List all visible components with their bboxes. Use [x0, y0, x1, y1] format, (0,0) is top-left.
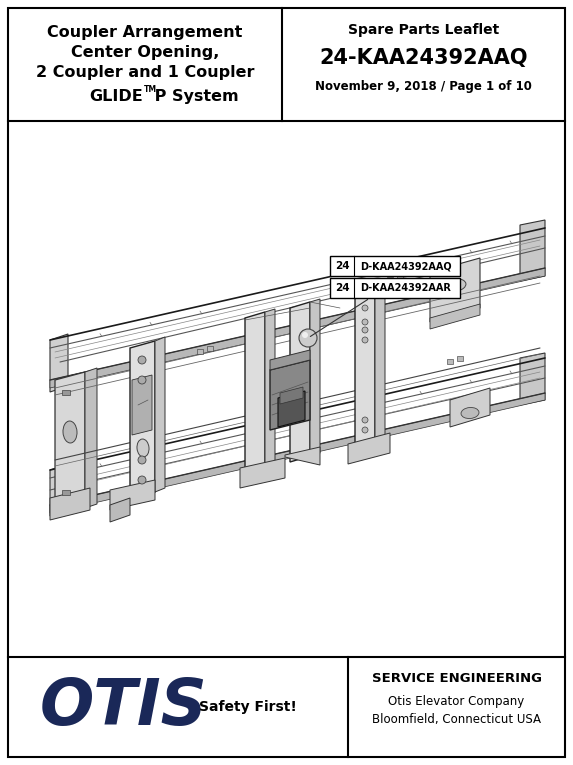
Polygon shape — [50, 488, 90, 520]
Text: Bloomfield, Connecticut USA: Bloomfield, Connecticut USA — [372, 712, 541, 725]
Circle shape — [362, 327, 368, 333]
Polygon shape — [50, 334, 68, 392]
Circle shape — [362, 417, 368, 423]
Bar — [330, 256, 460, 276]
Ellipse shape — [137, 439, 149, 457]
Bar — [197, 349, 203, 354]
Bar — [62, 490, 70, 495]
Polygon shape — [430, 304, 480, 329]
Polygon shape — [520, 353, 545, 405]
Circle shape — [138, 356, 146, 364]
Text: November 9, 2018 / Page 1 of 10: November 9, 2018 / Page 1 of 10 — [315, 80, 532, 93]
Circle shape — [138, 456, 146, 464]
Bar — [457, 356, 463, 361]
Polygon shape — [265, 309, 275, 468]
Bar — [387, 277, 393, 282]
Bar — [397, 274, 403, 279]
Bar — [330, 278, 460, 298]
Circle shape — [362, 427, 368, 433]
Polygon shape — [55, 372, 85, 516]
Circle shape — [302, 332, 308, 338]
Polygon shape — [278, 391, 305, 427]
Ellipse shape — [63, 421, 77, 443]
Circle shape — [362, 319, 368, 325]
Polygon shape — [430, 258, 480, 322]
Ellipse shape — [461, 408, 479, 418]
Polygon shape — [280, 387, 303, 404]
Text: Otis Elevator Company: Otis Elevator Company — [388, 695, 525, 708]
Polygon shape — [240, 458, 285, 488]
Circle shape — [138, 476, 146, 484]
Bar — [447, 359, 453, 364]
Text: 24-KAA24392AAQ: 24-KAA24392AAQ — [319, 48, 528, 68]
Text: Coupler Arrangement: Coupler Arrangement — [48, 24, 243, 40]
Polygon shape — [132, 375, 152, 435]
Text: Safety First!: Safety First! — [199, 700, 297, 714]
Text: TM: TM — [144, 84, 157, 93]
Polygon shape — [245, 312, 265, 474]
Polygon shape — [520, 220, 545, 281]
Polygon shape — [130, 341, 155, 499]
Text: 24: 24 — [335, 283, 350, 293]
Text: Center Opening,: Center Opening, — [71, 44, 219, 60]
Circle shape — [299, 329, 317, 347]
Text: D-KAA24392AAR: D-KAA24392AAR — [360, 283, 452, 293]
Polygon shape — [50, 464, 68, 516]
Text: 24: 24 — [335, 261, 350, 271]
Text: 2 Coupler and 1 Coupler: 2 Coupler and 1 Coupler — [36, 64, 254, 80]
Bar — [62, 390, 70, 395]
Polygon shape — [85, 368, 97, 508]
Text: D-KAA24392AAQ: D-KAA24392AAQ — [360, 261, 452, 271]
Polygon shape — [348, 433, 390, 464]
Polygon shape — [110, 498, 130, 522]
Ellipse shape — [446, 279, 466, 291]
Polygon shape — [450, 388, 490, 427]
Polygon shape — [355, 290, 375, 450]
Polygon shape — [375, 287, 385, 444]
Polygon shape — [110, 480, 155, 510]
Polygon shape — [50, 393, 545, 513]
Polygon shape — [155, 337, 165, 492]
Text: P System: P System — [149, 89, 238, 103]
Polygon shape — [270, 350, 310, 370]
Bar — [207, 346, 213, 351]
Circle shape — [138, 376, 146, 384]
Polygon shape — [290, 302, 310, 462]
Bar — [8, 121, 565, 657]
Text: Spare Parts Leaflet: Spare Parts Leaflet — [348, 23, 499, 37]
Circle shape — [362, 337, 368, 343]
Polygon shape — [285, 447, 320, 465]
Text: GLIDE: GLIDE — [89, 89, 143, 103]
Polygon shape — [310, 299, 320, 456]
Polygon shape — [50, 268, 545, 388]
Text: OTIS: OTIS — [39, 676, 207, 738]
Text: SERVICE ENGINEERING: SERVICE ENGINEERING — [371, 672, 541, 685]
Circle shape — [362, 305, 368, 311]
Polygon shape — [270, 360, 310, 430]
